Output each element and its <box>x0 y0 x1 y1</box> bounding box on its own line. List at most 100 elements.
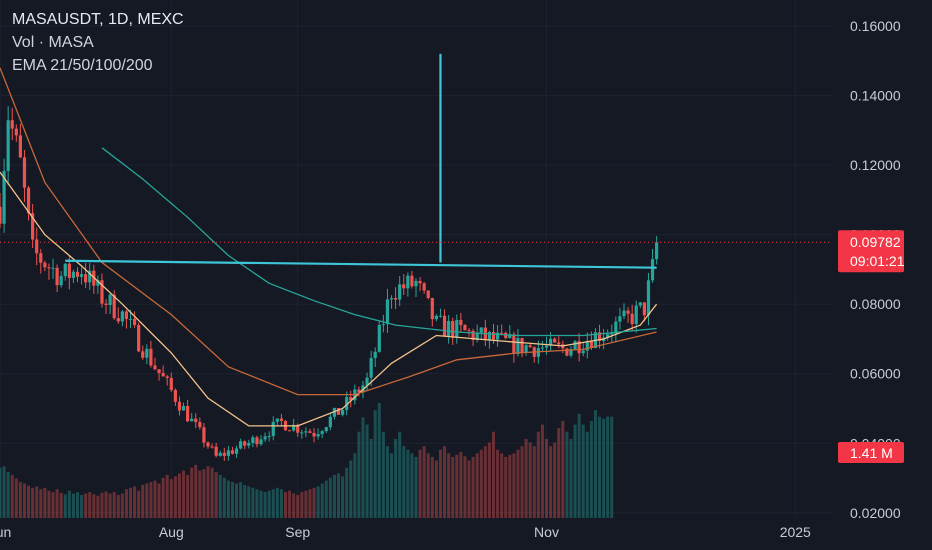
volume-bar <box>271 489 275 518</box>
candle-body <box>96 280 100 286</box>
volume-bar <box>593 410 597 518</box>
candle-body <box>271 421 275 437</box>
candle-body <box>161 373 165 377</box>
candle-body <box>569 349 573 356</box>
candle-body <box>35 239 39 254</box>
volume-bar <box>165 474 169 518</box>
volume-bar <box>288 490 292 518</box>
volume-bar <box>459 451 463 518</box>
candle-body <box>369 358 373 378</box>
candle-body <box>430 297 434 320</box>
volume-bar <box>2 466 6 518</box>
candle-body <box>55 267 59 286</box>
volume-bar <box>365 424 369 518</box>
candle-body <box>373 351 377 359</box>
volume-bar <box>100 492 104 518</box>
volume-bar <box>606 416 610 518</box>
volume-bar <box>190 467 194 518</box>
candle-body <box>622 310 626 317</box>
candle-body <box>222 452 226 456</box>
candle-body <box>471 330 475 340</box>
candle-body <box>145 348 149 358</box>
candle-body <box>516 338 520 354</box>
candle-body <box>6 120 10 171</box>
volume-bar <box>279 489 283 518</box>
candle-body <box>304 431 308 433</box>
volume-bar <box>108 493 112 518</box>
candle-body <box>577 341 581 354</box>
candle-body <box>186 406 190 422</box>
volume-bar <box>426 453 430 518</box>
volume-bar <box>443 446 447 518</box>
volume-bar <box>14 478 18 518</box>
volume-bar <box>75 492 79 518</box>
trendline[interactable] <box>65 259 657 269</box>
candle-body <box>451 321 455 338</box>
candle-body <box>479 327 483 333</box>
volume-bar <box>96 495 100 518</box>
countdown-timer: 09:01:21 <box>850 253 905 269</box>
volume-bar <box>410 453 414 518</box>
candle-body <box>438 315 443 317</box>
candle-body <box>508 334 512 339</box>
candle-body <box>332 408 337 417</box>
volume-bar <box>133 486 137 518</box>
y-tick-label: 0.02000 <box>850 505 901 521</box>
symbol-title[interactable]: MASAUSDT, 1D, MEXC <box>12 11 184 28</box>
volume-bar <box>573 424 577 518</box>
volume-bar <box>369 438 373 518</box>
candle-body <box>2 170 6 224</box>
candle-body <box>394 297 398 300</box>
candle-body <box>585 341 589 351</box>
volume-bar <box>129 487 133 518</box>
volume-bar <box>602 418 606 518</box>
volume-bar <box>10 474 14 518</box>
volume-bar <box>312 487 316 518</box>
candle-body <box>324 427 328 432</box>
candle-body <box>540 347 545 349</box>
candle-body <box>528 345 532 348</box>
volume-bar <box>251 487 255 518</box>
candle-body <box>642 302 646 316</box>
volume-bar <box>243 484 247 518</box>
volume-bar <box>381 431 385 518</box>
candle-body <box>565 348 569 356</box>
candle-body <box>116 318 120 322</box>
volume-bar <box>71 493 75 518</box>
ema-50-line <box>0 67 657 396</box>
volume-bar <box>6 472 10 518</box>
candle-body <box>0 206 2 224</box>
candle-body <box>406 275 410 289</box>
volume-bar <box>145 483 149 518</box>
candle-body <box>292 424 296 431</box>
candle-body <box>455 319 459 338</box>
candle-body <box>279 418 284 421</box>
ema-indicator-label[interactable]: EMA 21/50/100/200 <box>12 57 153 74</box>
volume-bar <box>316 486 320 518</box>
volume-bar <box>31 487 35 518</box>
volume-bar <box>35 486 39 518</box>
volume-bar <box>124 489 128 518</box>
volume-bar <box>451 456 455 518</box>
volume-bar <box>520 446 524 518</box>
volume-bar <box>532 446 536 518</box>
candle-body <box>630 313 634 325</box>
candle-body <box>243 441 247 446</box>
volume-bar <box>353 453 357 518</box>
candle-body <box>234 448 239 454</box>
volume-indicator-label[interactable]: Vol · MASA <box>12 34 94 51</box>
candle-body <box>418 280 422 284</box>
volume-bar <box>540 424 544 518</box>
volume-bar <box>394 438 398 518</box>
candle-body <box>120 311 124 322</box>
candle-body <box>426 290 430 298</box>
volume-bar <box>585 431 589 518</box>
candle-body <box>467 330 471 332</box>
candle-body <box>655 242 659 260</box>
volume-bar <box>328 477 332 518</box>
volume-bar <box>202 469 206 518</box>
candle-body <box>328 416 332 428</box>
volume-bar <box>406 449 410 518</box>
